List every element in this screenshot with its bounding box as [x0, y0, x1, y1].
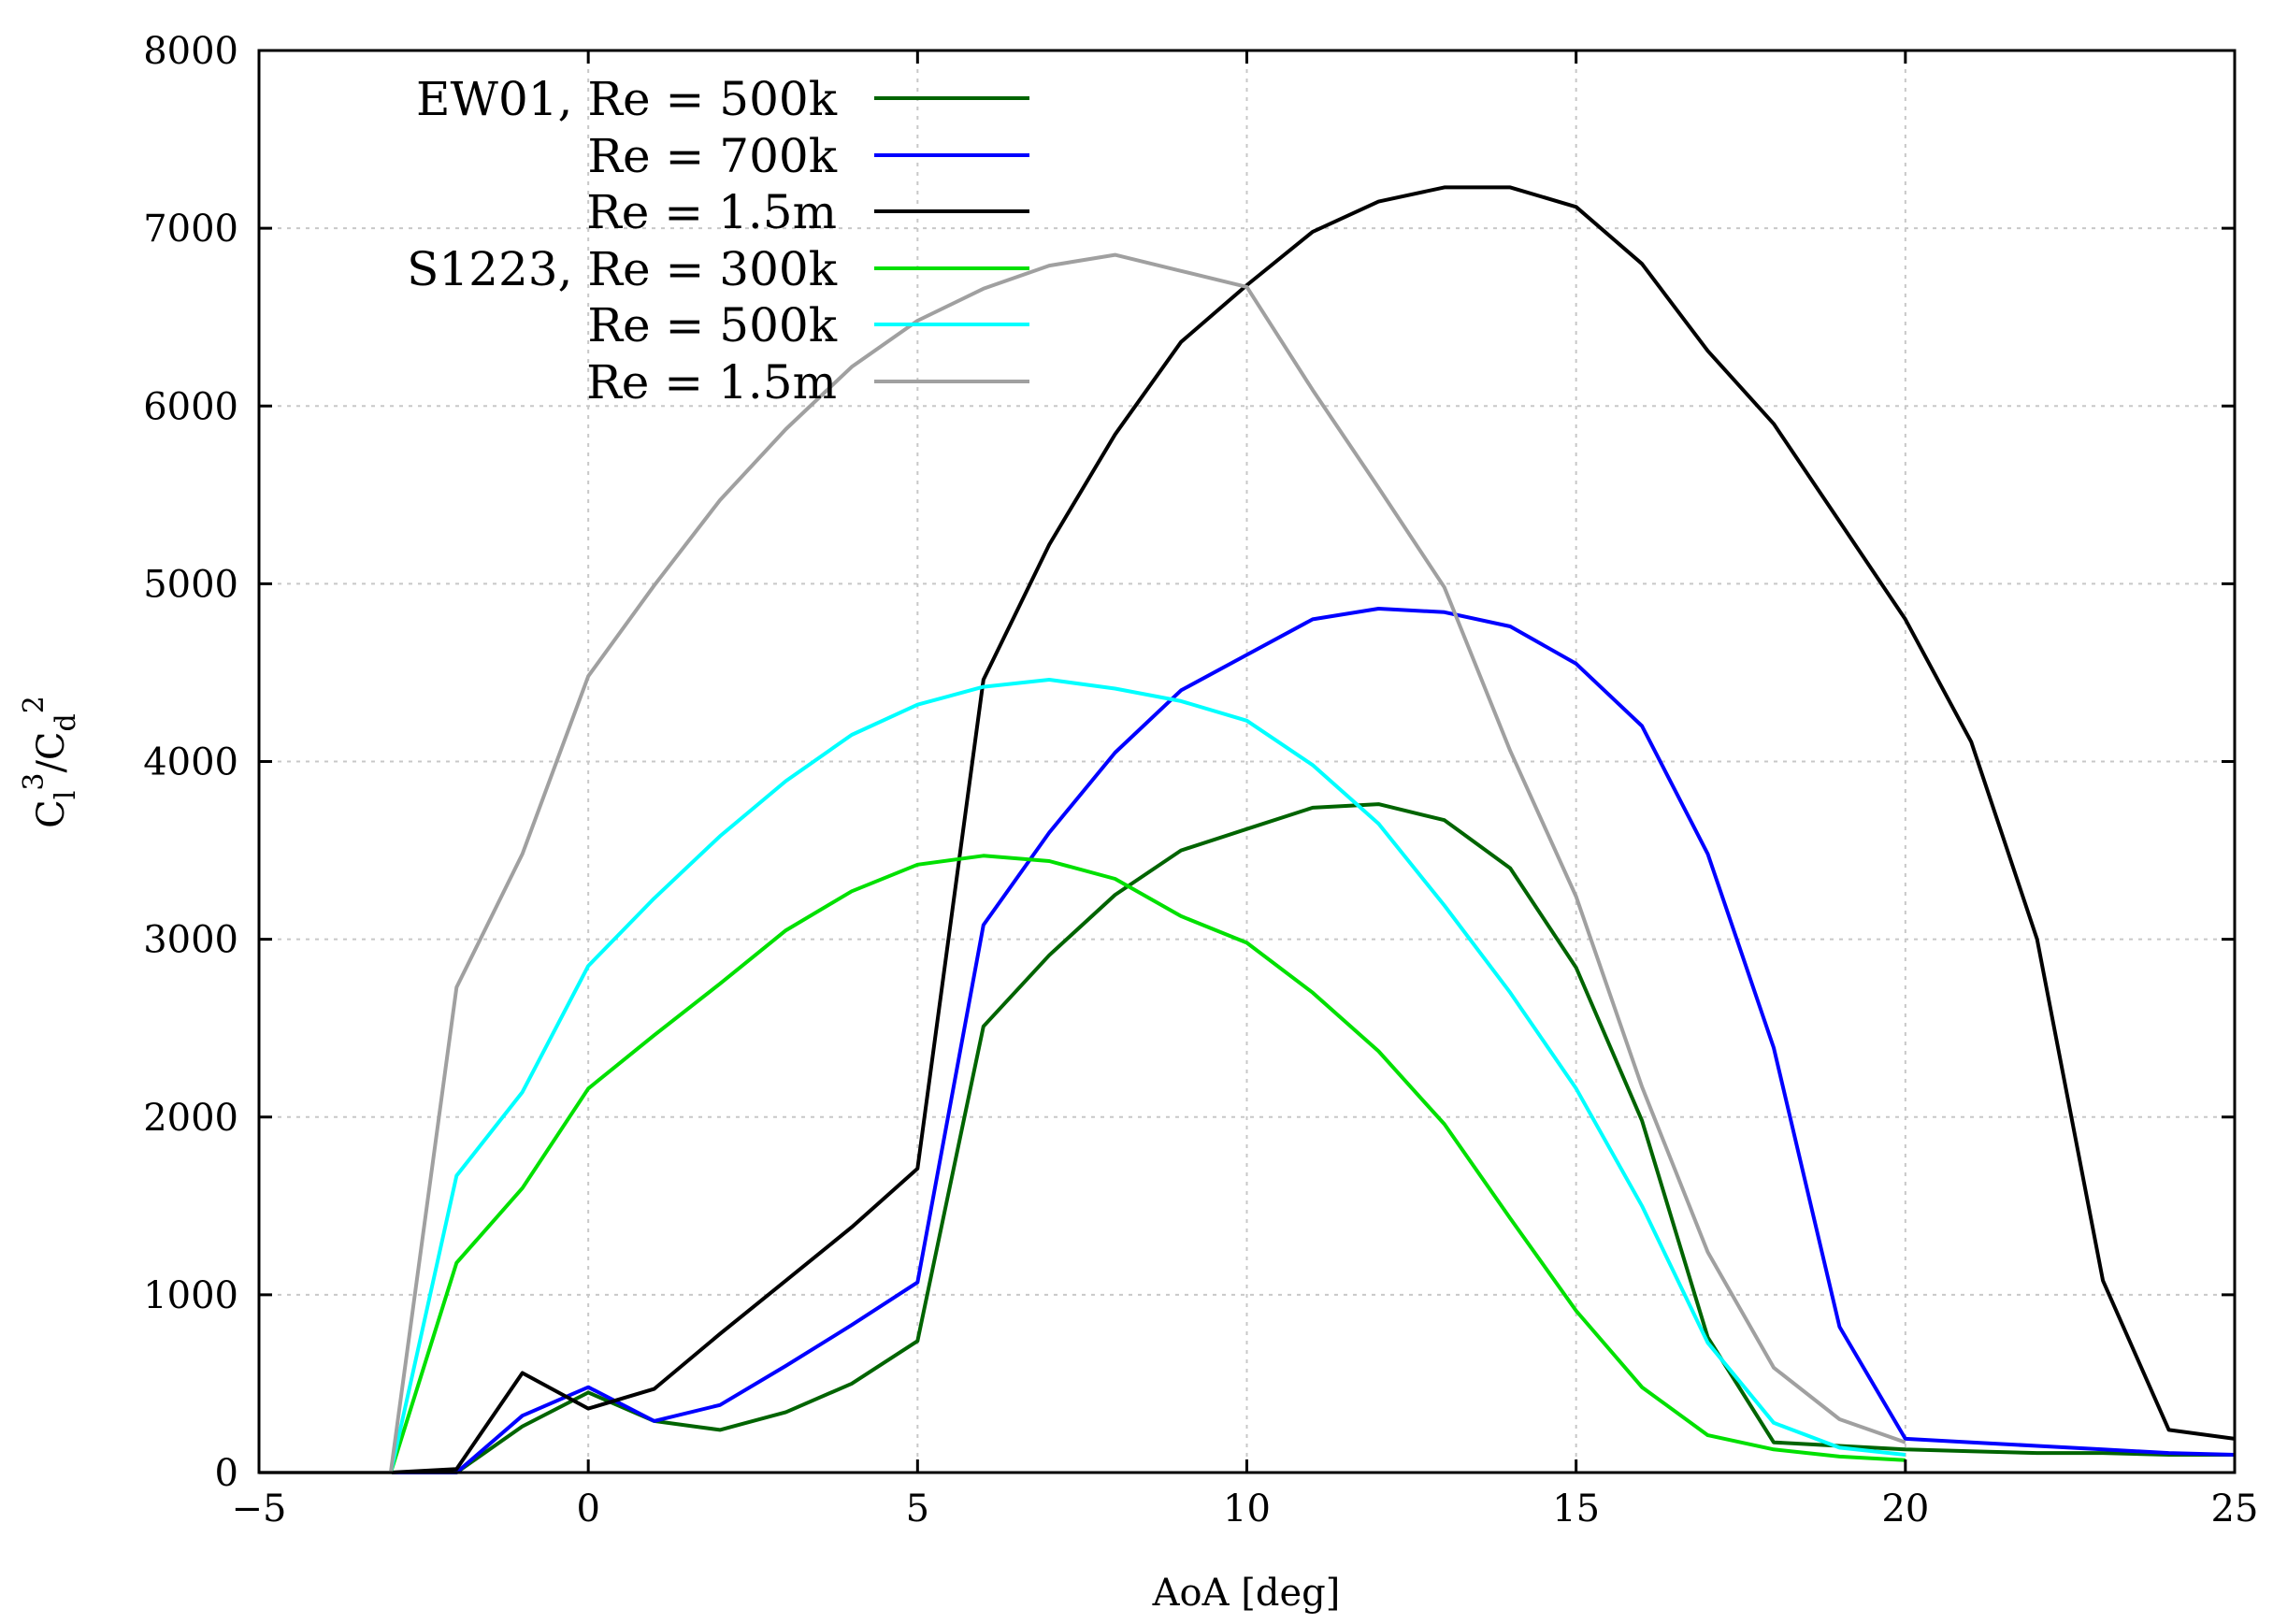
- y-tick-label: 8000: [143, 30, 238, 73]
- legend-label: EW01, Re = 500k: [416, 72, 838, 126]
- x-tick-label: 25: [2211, 1487, 2259, 1531]
- series-line-0: [259, 802, 2235, 1474]
- series-layer: [259, 185, 2236, 1474]
- y-tick-label: 7000: [143, 208, 238, 251]
- series-line-3: [259, 854, 1906, 1474]
- legend-entry-s1223-300k: S1223, Re = 300k: [407, 242, 1029, 296]
- x-axis-label: AoA [deg]: [1152, 1572, 1341, 1615]
- tick-layer: −5 0 5 10 15 20 250100020003000400050006000700…: [143, 30, 2258, 1531]
- y-tick-label: 4000: [143, 741, 238, 784]
- legend-entry-s1223-1-5m: Re = 1.5m: [586, 355, 1029, 410]
- legend: EW01, Re = 500k Re = 700k Re = 1.5m S122…: [407, 72, 1029, 410]
- x-tick-label: 15: [1552, 1487, 1600, 1531]
- y-axis-label: Cl3/Cd2: [18, 696, 82, 828]
- legend-entry-s1223-500k: Re = 500k: [587, 298, 1029, 352]
- x-tick-label: 10: [1223, 1487, 1271, 1531]
- legend-label: Re = 700k: [587, 129, 837, 183]
- y-tick-label: 5000: [143, 563, 238, 606]
- legend-entry-ew01-1-5m: Re = 1.5m: [586, 185, 1029, 239]
- legend-label: Re = 1.5m: [586, 355, 837, 410]
- series-line-5: [259, 252, 1906, 1474]
- x-tick-label: −5: [232, 1487, 287, 1531]
- y-tick-label: 3000: [143, 919, 238, 962]
- series-line-1: [259, 607, 2236, 1474]
- legend-label: Re = 500k: [587, 298, 837, 352]
- legend-label: S1223, Re = 300k: [407, 242, 838, 296]
- y-tick-label: 1000: [143, 1274, 238, 1317]
- x-tick-label: 0: [576, 1487, 599, 1531]
- series-line-4: [259, 678, 1906, 1474]
- legend-label: Re = 1.5m: [586, 185, 837, 239]
- x-tick-label: 5: [906, 1487, 929, 1531]
- legend-entry-ew01-700k: Re = 700k: [587, 129, 1029, 183]
- y-tick-label: 0: [215, 1452, 238, 1495]
- legend-entry-ew01-500k: EW01, Re = 500k: [416, 72, 1029, 126]
- x-tick-label: 20: [1881, 1487, 1929, 1531]
- grid-layer: [259, 50, 2235, 1473]
- y-tick-label: 6000: [143, 385, 238, 428]
- y-tick-label: 2000: [143, 1097, 238, 1140]
